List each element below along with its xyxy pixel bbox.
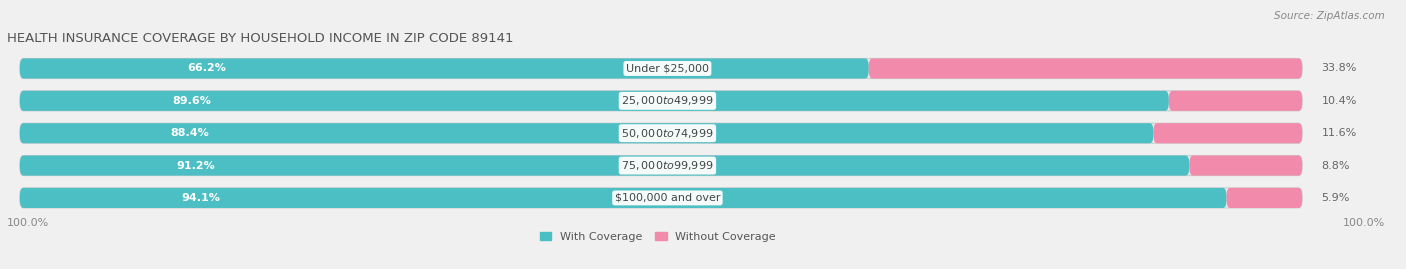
FancyBboxPatch shape bbox=[1226, 188, 1302, 208]
Legend: With Coverage, Without Coverage: With Coverage, Without Coverage bbox=[536, 227, 780, 246]
Text: 8.8%: 8.8% bbox=[1322, 161, 1350, 171]
Text: 100.0%: 100.0% bbox=[1343, 218, 1385, 228]
Text: Source: ZipAtlas.com: Source: ZipAtlas.com bbox=[1274, 11, 1385, 21]
FancyBboxPatch shape bbox=[20, 123, 1153, 143]
FancyBboxPatch shape bbox=[20, 188, 1226, 208]
FancyBboxPatch shape bbox=[20, 155, 1302, 176]
FancyBboxPatch shape bbox=[20, 123, 1302, 143]
FancyBboxPatch shape bbox=[20, 58, 1302, 79]
Text: 66.2%: 66.2% bbox=[187, 63, 226, 73]
Text: 88.4%: 88.4% bbox=[170, 128, 209, 138]
Text: Under $25,000: Under $25,000 bbox=[626, 63, 709, 73]
FancyBboxPatch shape bbox=[20, 155, 1189, 176]
Text: 33.8%: 33.8% bbox=[1322, 63, 1357, 73]
FancyBboxPatch shape bbox=[1189, 155, 1302, 176]
Text: $25,000 to $49,999: $25,000 to $49,999 bbox=[621, 94, 714, 107]
FancyBboxPatch shape bbox=[869, 58, 1302, 79]
Text: 100.0%: 100.0% bbox=[7, 218, 49, 228]
Text: 91.2%: 91.2% bbox=[176, 161, 215, 171]
FancyBboxPatch shape bbox=[1168, 91, 1302, 111]
Text: 89.6%: 89.6% bbox=[173, 96, 212, 106]
Text: $75,000 to $99,999: $75,000 to $99,999 bbox=[621, 159, 714, 172]
FancyBboxPatch shape bbox=[20, 58, 869, 79]
Text: 10.4%: 10.4% bbox=[1322, 96, 1357, 106]
FancyBboxPatch shape bbox=[1153, 123, 1302, 143]
Text: HEALTH INSURANCE COVERAGE BY HOUSEHOLD INCOME IN ZIP CODE 89141: HEALTH INSURANCE COVERAGE BY HOUSEHOLD I… bbox=[7, 32, 513, 45]
Text: 94.1%: 94.1% bbox=[181, 193, 221, 203]
FancyBboxPatch shape bbox=[20, 188, 1302, 208]
FancyBboxPatch shape bbox=[20, 91, 1168, 111]
Text: $100,000 and over: $100,000 and over bbox=[614, 193, 720, 203]
Text: 11.6%: 11.6% bbox=[1322, 128, 1357, 138]
FancyBboxPatch shape bbox=[20, 91, 1302, 111]
Text: 5.9%: 5.9% bbox=[1322, 193, 1350, 203]
Text: $50,000 to $74,999: $50,000 to $74,999 bbox=[621, 127, 714, 140]
